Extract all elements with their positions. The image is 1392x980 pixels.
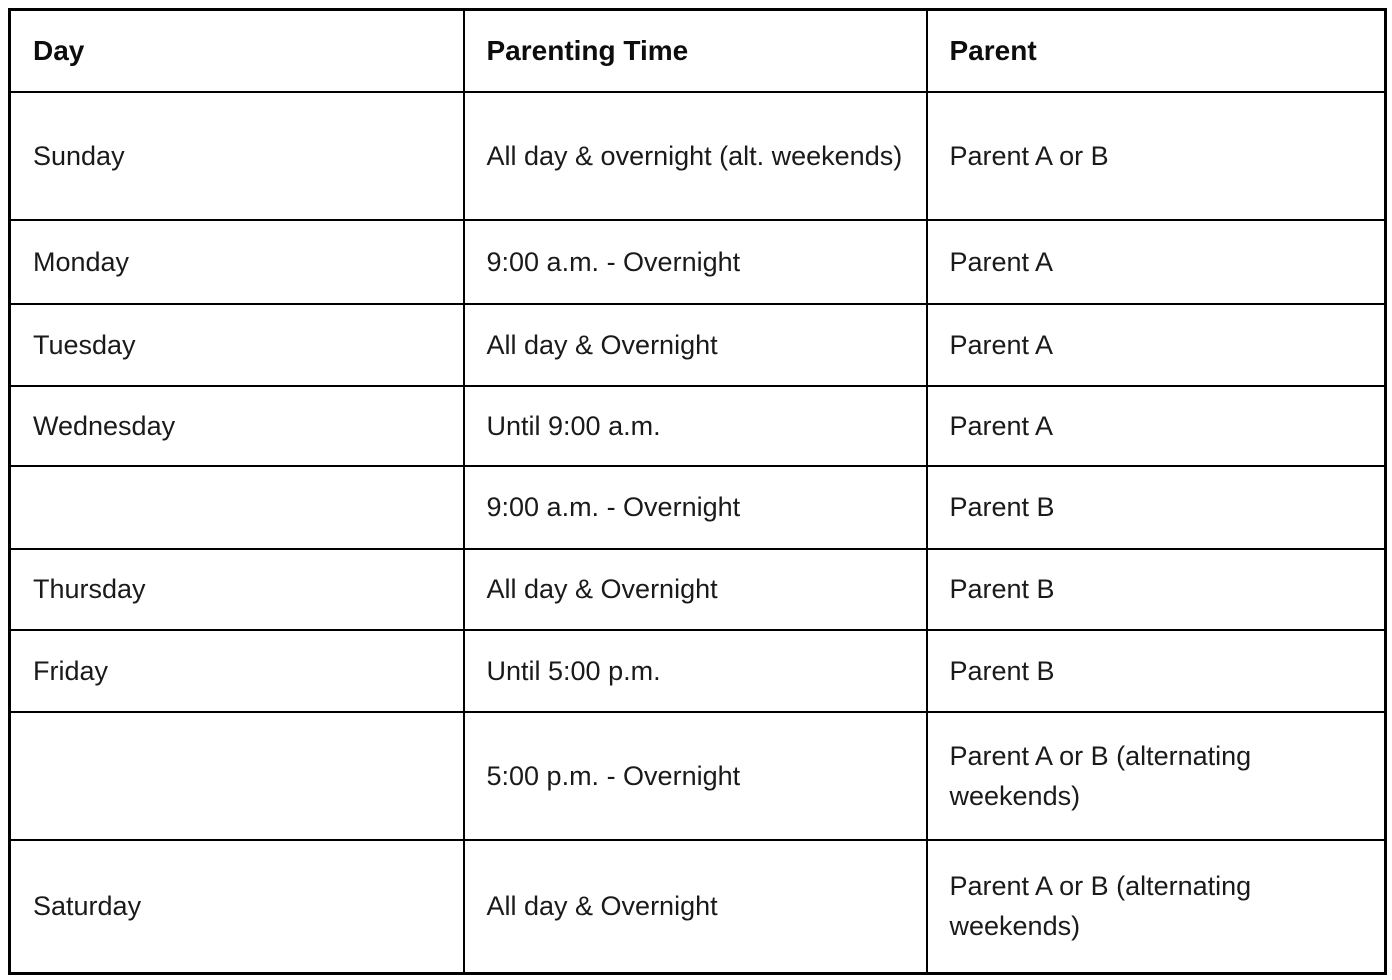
- parent-cell: Parent A: [925, 302, 1387, 387]
- parenting-time-cell: 9:00 a.m. - Overnight: [462, 218, 928, 305]
- header-row: Day Parenting Time Parent: [8, 8, 1387, 93]
- column-header-day: Day: [8, 8, 465, 93]
- parenting-time-cell: All day & Overnight: [462, 302, 928, 387]
- parent-cell: Parent A or B: [925, 90, 1387, 221]
- day-cell: [8, 710, 465, 841]
- table-header: Day Parenting Time Parent: [8, 8, 1387, 93]
- parenting-schedule-table: Day Parenting Time Parent Sunday All day …: [8, 8, 1387, 975]
- table-row: Friday Until 5:00 p.m. Parent B: [8, 628, 1387, 713]
- day-cell: Monday: [8, 218, 465, 305]
- table-row: Saturday All day & Overnight Parent A or B…: [8, 838, 1387, 975]
- table-row: Wednesday Until 9:00 a.m. Parent A: [8, 384, 1387, 467]
- table-row: 9:00 a.m. - Overnight Parent B: [8, 464, 1387, 550]
- table-row: Thursday All day & Overnight Parent B: [8, 547, 1387, 631]
- parent-cell: Parent A: [925, 384, 1387, 467]
- day-cell: Saturday: [8, 838, 465, 975]
- parenting-time-cell: Until 5:00 p.m.: [462, 628, 928, 713]
- parenting-time-cell: 5:00 p.m. - Overnight: [462, 710, 928, 841]
- parenting-time-cell: All day & Overnight: [462, 547, 928, 631]
- parenting-time-cell: Until 9:00 a.m.: [462, 384, 928, 467]
- parent-cell: Parent B: [925, 464, 1387, 550]
- table-row: Tuesday All day & Overnight Parent A: [8, 302, 1387, 387]
- table-row: 5:00 p.m. - Overnight Parent A or B (alte…: [8, 710, 1387, 841]
- parent-cell: Parent A or B (alternating weekends): [925, 838, 1387, 975]
- table-row: Sunday All day & overnight (alt. weekends…: [8, 90, 1387, 221]
- parent-cell: Parent B: [925, 547, 1387, 631]
- day-cell: Tuesday: [8, 302, 465, 387]
- day-cell: Friday: [8, 628, 465, 713]
- parent-cell: Parent A or B (alternating weekends): [925, 710, 1387, 841]
- day-cell: [8, 464, 465, 550]
- day-cell: Thursday: [8, 547, 465, 631]
- table-body: Sunday All day & overnight (alt. weekends…: [8, 90, 1387, 975]
- parenting-time-cell: All day & Overnight: [462, 838, 928, 975]
- day-cell: Wednesday: [8, 384, 465, 467]
- column-header-parenting-time: Parenting Time: [462, 8, 928, 93]
- table-row: Monday 9:00 a.m. - Overnight Parent A: [8, 218, 1387, 305]
- day-cell: Sunday: [8, 90, 465, 221]
- parenting-time-cell: All day & overnight (alt. weekends): [462, 90, 928, 221]
- column-header-parent: Parent: [925, 8, 1387, 93]
- parent-cell: Parent A: [925, 218, 1387, 305]
- parenting-time-cell: 9:00 a.m. - Overnight: [462, 464, 928, 550]
- parent-cell: Parent B: [925, 628, 1387, 713]
